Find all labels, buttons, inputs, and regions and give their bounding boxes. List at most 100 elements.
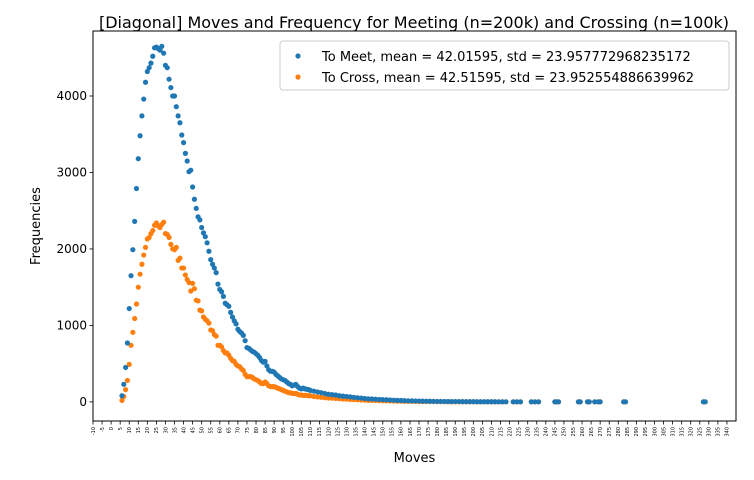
x-tick-label: 100 xyxy=(290,427,296,437)
x-tick-label: 5 xyxy=(118,427,124,430)
meet-data-point xyxy=(412,398,419,404)
x-tick-label: 10 xyxy=(127,427,133,433)
meet-data-point xyxy=(208,257,214,263)
y-tick-label: 3000 xyxy=(56,165,87,179)
meet-data-point xyxy=(702,399,708,405)
meet-data-point xyxy=(141,96,147,102)
meet-data-point xyxy=(182,150,188,156)
meet-data-point xyxy=(228,309,234,316)
y-tick-label: 2000 xyxy=(56,242,87,256)
cross-data-point xyxy=(132,315,138,322)
x-tick-label: 290 xyxy=(634,427,640,437)
x-tick-label: 130 xyxy=(344,427,350,437)
cross-data-point xyxy=(161,219,167,225)
meet-data-point xyxy=(441,398,447,405)
meet-data-point xyxy=(488,399,495,405)
x-tick-label: 120 xyxy=(326,427,332,437)
meet-data-point xyxy=(405,398,411,404)
x-tick-label: 165 xyxy=(408,427,414,437)
meet-data-point xyxy=(139,113,145,119)
y-axis-label: Frequencies xyxy=(29,187,44,265)
x-tick-label: 210 xyxy=(489,427,495,437)
meet-data-point xyxy=(175,113,181,119)
meet-data-point xyxy=(137,133,143,139)
meet-data-point xyxy=(499,399,505,405)
y-tick-label: 4000 xyxy=(56,89,87,103)
x-tick-label: 105 xyxy=(299,427,305,437)
meet-data-point xyxy=(420,398,426,404)
meet-data-point xyxy=(481,399,487,405)
meet-data-point xyxy=(161,50,167,56)
x-tick-label: 190 xyxy=(453,427,459,437)
meet-data-point xyxy=(597,399,603,405)
meet-data-point xyxy=(503,399,509,405)
x-tick-label: 90 xyxy=(272,427,278,433)
x-tick-label: 330 xyxy=(707,427,713,437)
cross-data-point xyxy=(150,227,156,234)
x-tick-label: 0 xyxy=(109,427,115,430)
meet-data-point xyxy=(206,248,212,254)
x-tick-label: 155 xyxy=(390,427,396,437)
cross-data-point xyxy=(199,308,205,314)
x-tick-label: 315 xyxy=(679,427,685,437)
cross-data-point xyxy=(166,234,172,241)
x-tick-label: 125 xyxy=(335,427,341,437)
meet-data-point xyxy=(204,240,210,246)
x-tick-label: 225 xyxy=(516,427,522,437)
x-tick-label: 250 xyxy=(562,427,568,437)
x-tick-label: 340 xyxy=(725,427,731,437)
meet-data-point xyxy=(220,293,227,299)
x-tick-label: 25 xyxy=(154,427,160,433)
cross-data-point xyxy=(195,298,201,304)
meet-data-point xyxy=(190,184,196,190)
meet-data-point xyxy=(168,84,174,91)
x-tick-label: 35 xyxy=(172,427,178,433)
meet-data-point xyxy=(191,196,198,202)
meet-data-point xyxy=(188,167,194,173)
meet-data-point xyxy=(514,399,520,405)
x-tick-label: 15 xyxy=(136,427,142,433)
x-axis-ticks: -10 -5 0 5 10 15 20 25 30 35 40 45 50 55 60 65 70 75 80 85 9… xyxy=(91,421,731,437)
x-tick-label: 300 xyxy=(652,427,658,437)
x-tick-label: 215 xyxy=(498,427,504,437)
meet-data-point xyxy=(180,140,187,146)
cross-data-point xyxy=(126,361,132,368)
meet-data-point xyxy=(434,398,440,405)
cross-data-point xyxy=(139,261,145,267)
cross-data-point xyxy=(206,320,212,326)
x-tick-label: 20 xyxy=(145,427,151,433)
meet-data-point xyxy=(130,247,136,253)
x-tick-label: 305 xyxy=(661,427,667,437)
meet-data-point xyxy=(555,399,562,405)
meet-data-point xyxy=(148,60,154,66)
meet-data-point xyxy=(242,338,248,344)
meet-data-point xyxy=(226,303,232,309)
meet-data-point xyxy=(577,399,583,405)
meet-data-point xyxy=(124,340,131,346)
x-tick-label: 255 xyxy=(571,427,577,437)
meet-data-point xyxy=(622,399,629,405)
legend: To Meet, mean = 42.01595, std = 23.95777… xyxy=(279,40,730,91)
legend-label-meet: To Meet, mean = 42.01595, std = 23.95777… xyxy=(321,50,691,65)
cross-data-point xyxy=(168,241,174,247)
meet-data-point xyxy=(449,398,455,405)
cross-data-point xyxy=(130,329,136,335)
meet-data-point xyxy=(126,305,132,312)
meet-data-point xyxy=(133,185,140,192)
legend-box xyxy=(279,40,730,91)
cross-data-point xyxy=(191,286,198,292)
meet-data-point xyxy=(197,217,203,223)
x-tick-label: 40 xyxy=(181,427,187,433)
meet-data-point xyxy=(496,399,502,405)
meet-data-point xyxy=(262,358,268,364)
meet-data-point xyxy=(128,273,134,279)
series-cross-points xyxy=(119,219,708,405)
y-axis-ticks: 0 1000 2000 3000 4000 xyxy=(56,89,93,409)
meet-data-point xyxy=(193,205,199,212)
x-tick-label: 95 xyxy=(281,427,287,433)
meet-data-point xyxy=(184,158,190,164)
meet-data-point xyxy=(463,399,469,405)
x-tick-label: 265 xyxy=(589,427,595,437)
meet-data-point xyxy=(467,399,473,405)
